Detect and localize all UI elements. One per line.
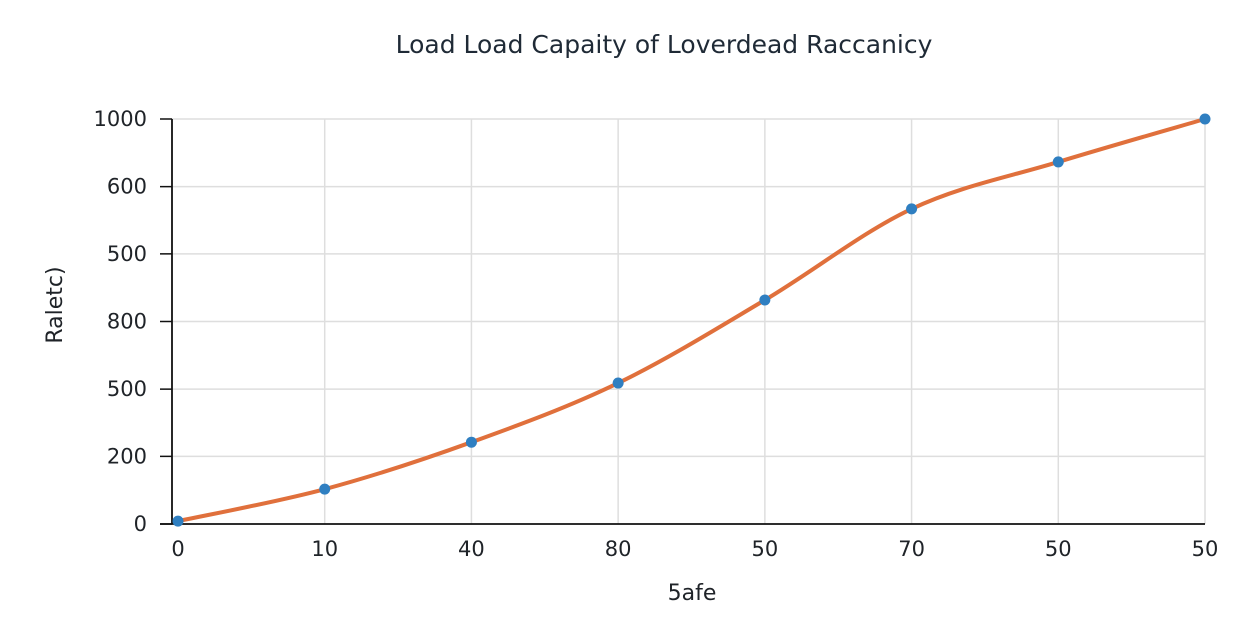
y-tick-label: 200 [107,444,147,468]
data-point [612,377,624,389]
x-tick-label: 50 [1192,537,1219,561]
x-tick-label: 50 [751,537,778,561]
x-axis-label: 5afe [668,581,717,606]
x-tick-label: 70 [898,537,925,561]
data-point [1199,113,1211,125]
data-point [319,483,331,495]
y-axis-label: Raletc) [43,266,68,343]
data-point [906,203,918,215]
series-line [176,117,1207,524]
y-tick-label: 500 [107,242,147,266]
y-tick-label: 0 [134,512,147,536]
y-tick-label: 1000 [94,107,147,131]
series [172,113,1211,527]
data-point [1052,156,1064,168]
data-point [759,294,771,306]
y-tick-label: 600 [107,175,147,199]
grid [172,118,1206,524]
data-point [172,515,184,527]
y-tick-label: 500 [107,377,147,401]
x-tick-label: 80 [605,537,632,561]
x-tick-label: 0 [171,537,184,561]
x-tick-label: 10 [311,537,338,561]
x-ticks: 0 10 40 80 50 70 50 50 [171,537,1218,561]
y-ticks: 1000 600 500 800 500 200 0 [94,107,172,536]
data-point [465,436,477,448]
y-tick-label: 800 [107,310,147,334]
chart-title: Load Load Capaity of Loverdead Raccanicy [396,30,933,59]
x-tick-label: 50 [1045,537,1072,561]
x-tick-label: 40 [458,537,485,561]
